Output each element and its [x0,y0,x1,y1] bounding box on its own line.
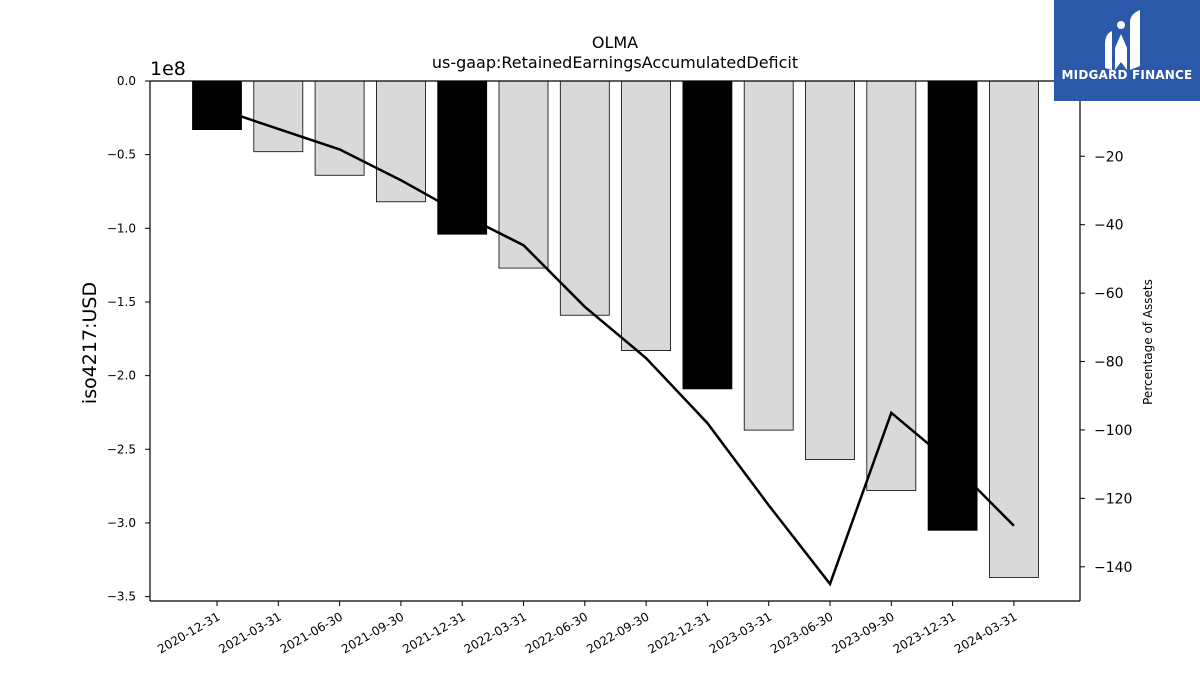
y2-axis-label: Percentage of Assets [1141,279,1155,405]
bar-2021-06-30 [314,80,365,176]
bar-2022-12-31 [682,80,733,390]
x-tick-label: 2022-09-30 [584,609,651,656]
midgard-logo-icon [1105,10,1140,70]
y2-tick-label: −140 [1094,560,1132,576]
y2-tick-label: −40 [1094,218,1124,234]
bar-2022-09-30 [621,80,671,351]
bar-2023-06-30 [805,80,855,460]
x-tick-label: 2022-12-31 [645,609,712,656]
chart-title: OLMA [592,33,638,52]
x-tick-label: 2023-03-31 [707,609,774,656]
bar-2020-12-31 [192,80,242,131]
y-tick-label: −2.0 [107,369,136,383]
y-tick-label: −1.5 [107,295,136,309]
bar-2021-03-31 [253,80,304,153]
x-tick-label: 2023-09-30 [829,609,896,656]
x-tick-label: 2024-03-31 [952,609,1019,656]
x-tick-label: 2023-06-30 [768,609,835,656]
ticks: 0.0 −0.5 −1.0 −1.5 −2.0 −2.5 −3.0 −3.5 −20 −40 −60… [107,74,1133,656]
x-tick-label: 2022-06-30 [523,609,590,656]
x-tick-label: 2021-09-30 [339,609,406,656]
bar-2024-03-31 [989,80,1039,578]
y-tick-label: −3.5 [107,590,136,604]
x-tick-label: 2021-06-30 [278,609,345,656]
bar-2023-09-30 [866,80,917,491]
y-tick-label: −0.5 [107,148,136,162]
x-tick-label: 2021-03-31 [216,609,283,656]
y2-tick-label: −80 [1094,355,1124,371]
y2-tick-label: −60 [1094,286,1124,302]
axes [149,80,1081,602]
y-tick-label: −2.5 [107,442,136,456]
percentage-of-assets-line [216,107,1015,587]
bar-2022-03-31 [498,80,549,269]
bars [192,80,1039,578]
y2-tick-label: −120 [1094,491,1132,507]
bar-2021-09-30 [375,80,426,203]
x-tick-label: 2022-03-31 [462,609,529,656]
y-tick-label: −3.0 [107,516,136,530]
bar-2023-12-31 [927,80,978,531]
y-tick-label: 0.0 [117,74,136,88]
y-axis-offset-label: 1e8 [150,58,186,80]
y-axis-label: iso4217:USD [79,282,101,404]
x-tick-label: 2023-12-31 [891,609,958,656]
bar-2023-03-31 [743,80,794,431]
bar-2022-06-30 [559,80,610,316]
y-tick-label: −1.0 [107,221,136,235]
bar-2021-12-31 [437,80,488,235]
chart-subtitle: us-gaap:RetainedEarningsAccumulatedDefic… [432,53,798,72]
logo-text: MIDGARD FINANCE [1061,68,1193,82]
y2-tick-label: −100 [1094,423,1132,439]
x-tick-label: 2020-12-31 [155,609,222,656]
x-tick-label: 2021-12-31 [400,609,467,656]
y2-tick-label: −20 [1094,149,1124,165]
midgard-finance-logo: MIDGARD FINANCE [1054,0,1200,101]
percentage-line-series [216,107,1015,587]
